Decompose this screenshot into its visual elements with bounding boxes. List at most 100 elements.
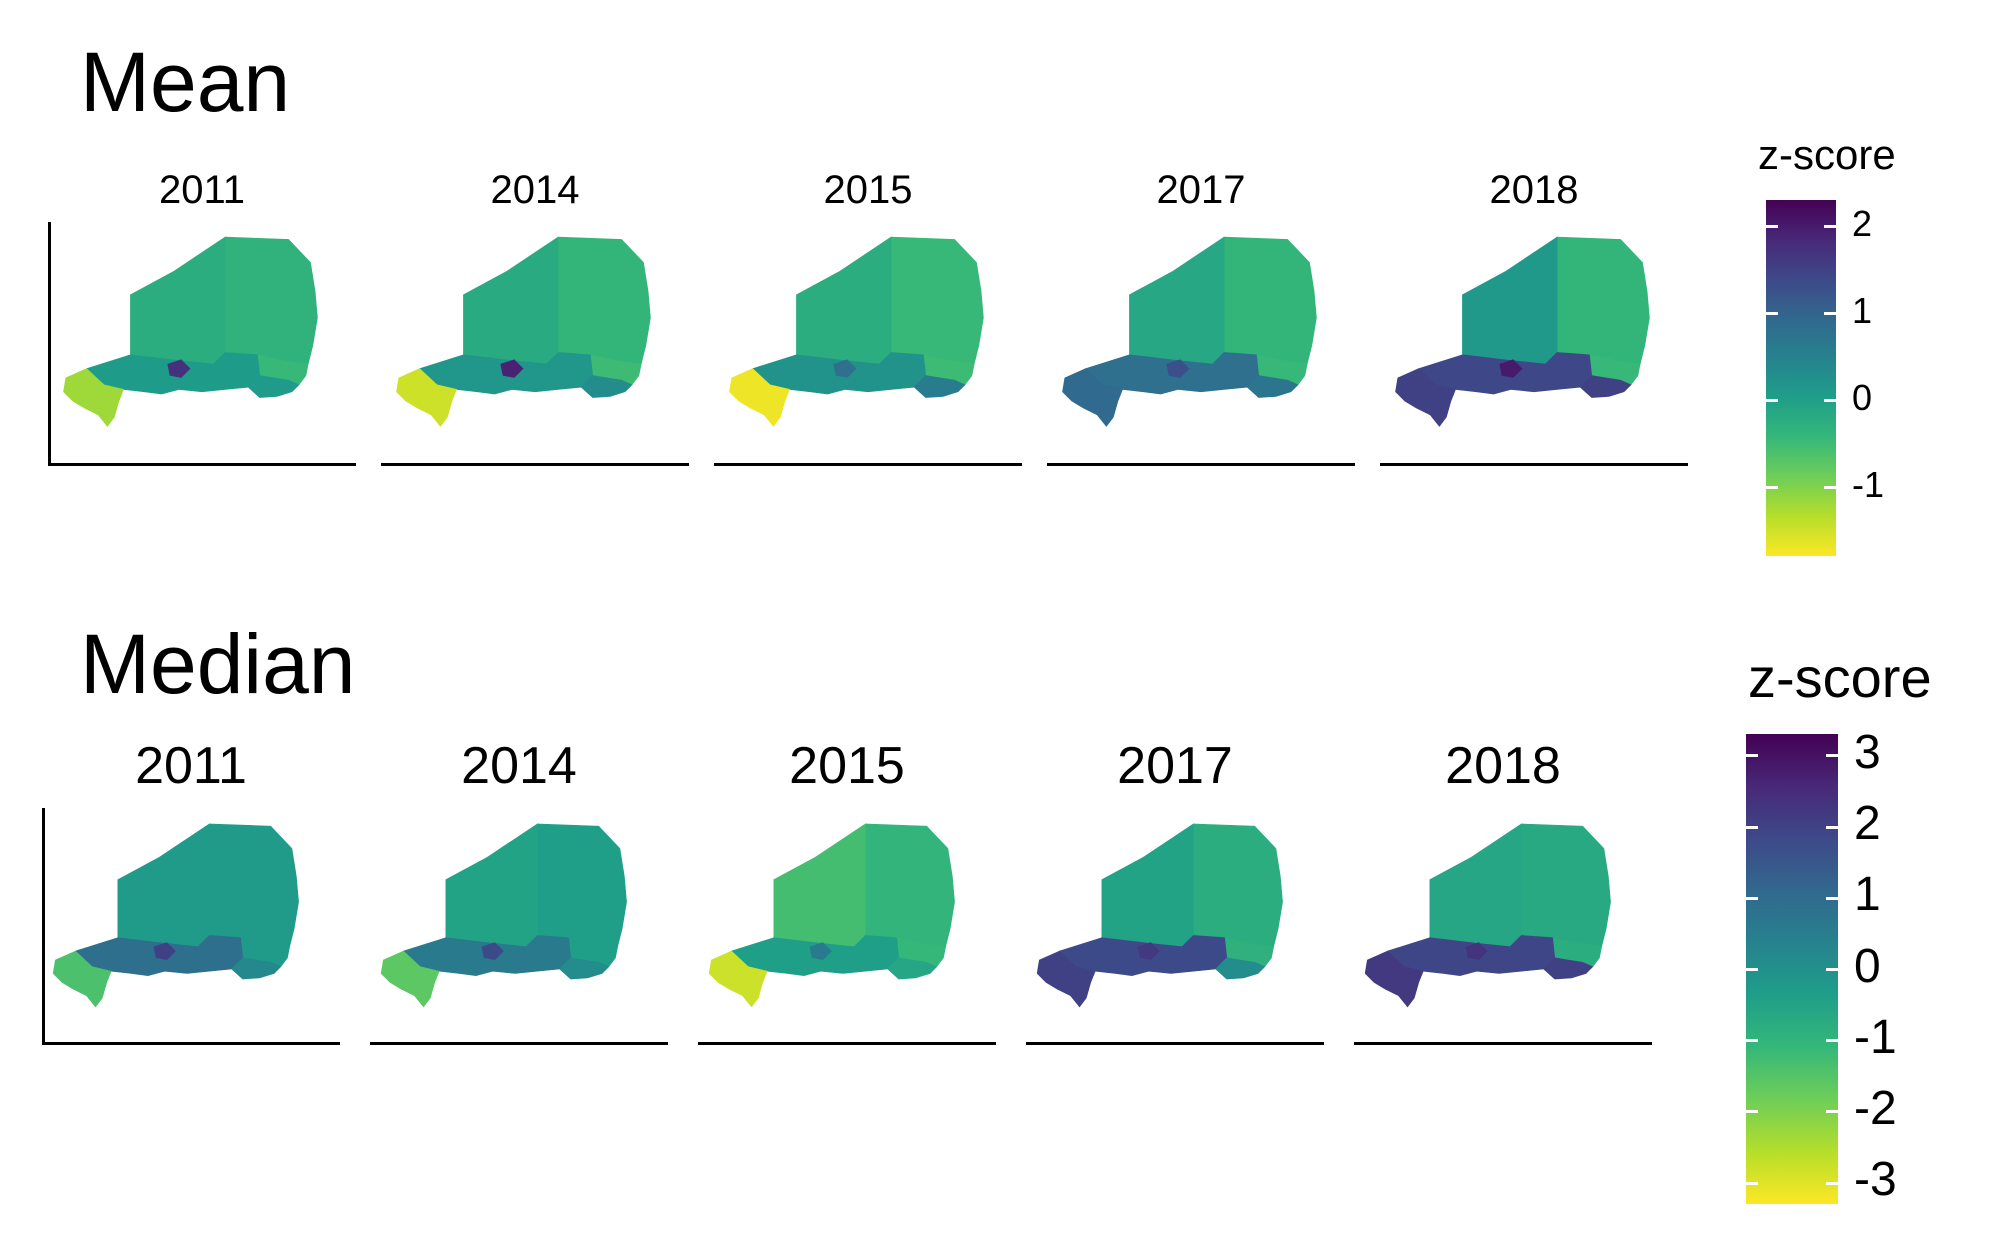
region-east: [1579, 375, 1632, 398]
region-hotspot: [1166, 359, 1190, 378]
legend-tick-label: -1: [1852, 463, 1885, 505]
niger-choropleth-map: [729, 236, 984, 427]
region-hotspot: [167, 359, 191, 378]
region-hotspot: [481, 942, 504, 961]
legend-tick-label: -3: [1854, 1153, 1897, 1207]
legend-tick-label: 1: [1854, 868, 1881, 922]
panel-y-axis-line: [48, 222, 51, 466]
region-northeast: [557, 236, 651, 365]
region-hotspot: [1137, 942, 1160, 961]
region-northeast: [1520, 823, 1611, 948]
region-mid: [773, 823, 866, 948]
region-southwest: [1036, 950, 1096, 1008]
region-mid: [130, 236, 226, 365]
niger-choropleth-map: [380, 823, 627, 1008]
panel-year-label: 2011: [158, 168, 245, 212]
region-east: [580, 375, 633, 398]
region-mid: [1101, 823, 1194, 948]
panel-y-axis-line: [42, 808, 45, 1045]
panel-year-label: 2014: [461, 737, 577, 795]
panel-year-label: 2015: [789, 737, 905, 795]
region-northeast: [536, 823, 627, 948]
panel-x-axis-line: [1047, 463, 1355, 466]
map-panel-2011: 2011: [42, 740, 340, 1050]
legend-tick-mark: [1746, 968, 1758, 971]
niger-choropleth-map: [1395, 236, 1650, 427]
panel-year-label: 2018: [1445, 737, 1561, 795]
panel-x-axis-line: [714, 463, 1022, 466]
region-northeast: [224, 236, 318, 365]
region-east: [1543, 957, 1594, 980]
niger-choropleth-map: [52, 823, 299, 1008]
region-mid: [1429, 823, 1522, 948]
legend-tick-mark: [1826, 968, 1838, 971]
legend-tick-mark: [1826, 754, 1838, 758]
legend-tick-mark: [1826, 1039, 1838, 1043]
legend-tick-mark: [1824, 225, 1836, 229]
map-panel-2011: 2011: [48, 170, 356, 475]
region-mid: [463, 236, 559, 365]
map-panel-2015: 2015: [698, 740, 996, 1050]
median-section-title: Median: [80, 617, 356, 711]
panel-year-label: 2014: [490, 168, 580, 212]
niger-choropleth-map: [1036, 823, 1283, 1008]
legend-tick-mark: [1826, 1110, 1838, 1114]
panel-x-axis-line: [1380, 463, 1688, 466]
region-southwest: [1364, 950, 1424, 1008]
panel-x-axis-line: [1354, 1042, 1652, 1045]
legend-tick-mark: [1746, 754, 1758, 758]
region-southwest: [729, 368, 791, 427]
region-hotspot: [500, 359, 524, 378]
legend-tick-label: 2: [1854, 797, 1881, 851]
niger-choropleth-map: [63, 236, 318, 427]
region-southwest: [380, 950, 440, 1008]
legend-tick-label: -1: [1854, 1010, 1897, 1064]
niger-choropleth-map: [1364, 823, 1611, 1008]
region-southwest: [63, 368, 125, 427]
mean-section-title: Mean: [80, 35, 291, 129]
legend-tick-mark: [1746, 825, 1758, 829]
region-east: [887, 957, 938, 980]
legend-tick-mark: [1824, 485, 1836, 489]
region-mid: [117, 823, 210, 948]
region-east: [247, 375, 300, 398]
map-panel-2014: 2014: [370, 740, 668, 1050]
niger-choropleth-map: [1062, 236, 1317, 427]
legend-tick-label: 0: [1854, 939, 1881, 993]
legend-tick-mark: [1746, 896, 1758, 900]
panel-x-axis-line: [48, 463, 356, 466]
panel-year-label: 2017: [1117, 737, 1233, 795]
legend-tick-mark: [1746, 1181, 1758, 1185]
panel-year-label: 2015: [823, 168, 913, 212]
region-hotspot: [833, 359, 857, 378]
legend-tick-mark: [1746, 1110, 1758, 1114]
region-east: [913, 375, 966, 398]
legend-tick-label: 3: [1854, 725, 1881, 779]
map-panel-2017: 2017: [1026, 740, 1324, 1050]
region-hotspot: [153, 942, 176, 961]
legend-tick-mark: [1824, 311, 1836, 315]
panel-x-axis-line: [370, 1042, 668, 1045]
map-panel-2018: 2018: [1354, 740, 1652, 1050]
legend-tick-mark: [1746, 1039, 1758, 1043]
niger-choropleth-map: [396, 236, 651, 427]
legend-tick-mark: [1766, 311, 1778, 315]
panel-x-axis-line: [1026, 1042, 1324, 1045]
legend-tick-mark: [1826, 896, 1838, 900]
region-east: [1246, 375, 1299, 398]
region-hotspot: [809, 942, 832, 961]
panel-x-axis-line: [42, 1042, 340, 1045]
legend-tick-mark: [1826, 825, 1838, 829]
legend-tick-mark: [1766, 225, 1778, 229]
legend-tick-mark: [1766, 485, 1778, 489]
region-hotspot: [1499, 359, 1523, 378]
legend-title: z-score: [1758, 131, 1896, 178]
region-southwest: [52, 950, 112, 1008]
legend-tick-mark: [1766, 398, 1778, 402]
legend-tick-label: 1: [1852, 290, 1873, 332]
panel-year-label: 2017: [1156, 168, 1246, 212]
region-mid: [1129, 236, 1225, 365]
legend-title: z-score: [1748, 646, 1932, 709]
panel-year-label: 2018: [1489, 168, 1579, 212]
region-northeast: [1192, 823, 1283, 948]
